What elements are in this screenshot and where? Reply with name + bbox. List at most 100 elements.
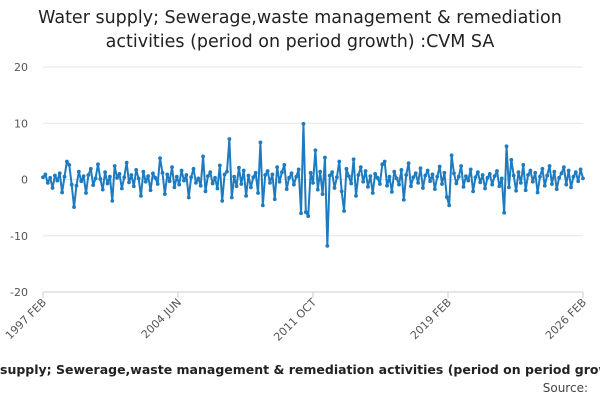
- data-point[interactable]: [349, 181, 354, 186]
- data-point[interactable]: [437, 164, 442, 169]
- data-point[interactable]: [93, 176, 98, 181]
- data-point[interactable]: [60, 190, 65, 195]
- data-point[interactable]: [334, 175, 339, 180]
- data-point[interactable]: [248, 185, 253, 190]
- data-point[interactable]: [112, 164, 117, 168]
- data-point[interactable]: [229, 195, 234, 200]
- data-point[interactable]: [167, 179, 172, 184]
- data-point[interactable]: [96, 162, 100, 167]
- data-point[interactable]: [406, 161, 411, 166]
- data-point[interactable]: [234, 184, 239, 189]
- data-point[interactable]: [330, 170, 335, 175]
- data-point[interactable]: [492, 174, 497, 179]
- data-point[interactable]: [413, 171, 418, 176]
- data-point[interactable]: [533, 170, 538, 175]
- data-point[interactable]: [158, 156, 162, 161]
- data-point[interactable]: [146, 174, 151, 179]
- data-point[interactable]: [143, 179, 148, 184]
- data-point[interactable]: [227, 137, 232, 141]
- data-point[interactable]: [315, 187, 320, 192]
- data-point[interactable]: [569, 185, 573, 190]
- data-point[interactable]: [475, 170, 480, 175]
- data-point[interactable]: [284, 187, 289, 191]
- data-point[interactable]: [428, 179, 432, 184]
- data-point[interactable]: [518, 180, 523, 185]
- data-point[interactable]: [559, 171, 564, 176]
- data-point[interactable]: [332, 186, 337, 190]
- data-point[interactable]: [289, 171, 294, 176]
- data-point[interactable]: [191, 166, 196, 171]
- data-point[interactable]: [237, 165, 241, 170]
- data-point[interactable]: [155, 182, 160, 186]
- data-point[interactable]: [578, 167, 583, 172]
- data-point[interactable]: [263, 173, 268, 177]
- data-point[interactable]: [244, 193, 248, 198]
- data-point[interactable]: [370, 191, 375, 195]
- data-point[interactable]: [151, 171, 155, 176]
- data-point[interactable]: [232, 174, 237, 179]
- data-point[interactable]: [208, 170, 213, 175]
- data-point[interactable]: [440, 182, 444, 186]
- data-point[interactable]: [368, 174, 373, 179]
- data-point[interactable]: [69, 182, 74, 187]
- data-point[interactable]: [88, 166, 93, 171]
- data-point[interactable]: [363, 169, 368, 173]
- data-point[interactable]: [442, 170, 447, 175]
- data-point[interactable]: [375, 175, 380, 180]
- data-point[interactable]: [139, 193, 143, 198]
- data-point[interactable]: [222, 172, 227, 177]
- data-point[interactable]: [217, 163, 222, 168]
- data-point[interactable]: [447, 203, 452, 208]
- data-point[interactable]: [538, 174, 542, 179]
- data-point[interactable]: [280, 170, 284, 175]
- data-point[interactable]: [394, 176, 399, 181]
- data-point[interactable]: [530, 179, 535, 184]
- data-point[interactable]: [471, 189, 475, 194]
- data-point[interactable]: [220, 198, 225, 203]
- data-point[interactable]: [100, 187, 105, 192]
- data-point[interactable]: [382, 159, 387, 164]
- data-point[interactable]: [380, 162, 385, 167]
- data-point[interactable]: [210, 181, 215, 186]
- data-point[interactable]: [550, 182, 554, 186]
- data-point[interactable]: [76, 169, 81, 174]
- data-point[interactable]: [108, 174, 112, 179]
- data-point[interactable]: [561, 165, 566, 170]
- data-point[interactable]: [416, 180, 421, 185]
- data-point[interactable]: [186, 195, 191, 200]
- data-point[interactable]: [177, 182, 182, 187]
- data-point[interactable]: [241, 168, 246, 173]
- data-point[interactable]: [308, 170, 313, 175]
- data-point[interactable]: [260, 203, 265, 208]
- data-point[interactable]: [268, 180, 272, 185]
- data-point[interactable]: [299, 211, 303, 216]
- data-point[interactable]: [272, 197, 277, 202]
- data-point[interactable]: [172, 185, 177, 190]
- data-point[interactable]: [45, 180, 50, 185]
- data-point[interactable]: [425, 168, 430, 173]
- data-point[interactable]: [124, 160, 129, 165]
- data-point[interactable]: [485, 175, 490, 180]
- data-point[interactable]: [361, 179, 366, 184]
- data-point[interactable]: [115, 175, 119, 180]
- data-point[interactable]: [213, 175, 217, 180]
- data-point[interactable]: [411, 175, 416, 180]
- data-point[interactable]: [435, 174, 440, 179]
- data-point[interactable]: [74, 183, 79, 188]
- data-point[interactable]: [179, 168, 184, 173]
- data-point[interactable]: [421, 186, 425, 190]
- data-point[interactable]: [389, 189, 394, 194]
- data-point[interactable]: [62, 174, 67, 179]
- data-point[interactable]: [270, 172, 275, 177]
- data-point[interactable]: [41, 175, 45, 180]
- data-point[interactable]: [495, 169, 499, 173]
- data-point[interactable]: [57, 171, 62, 176]
- data-point[interactable]: [282, 162, 287, 167]
- data-point[interactable]: [165, 172, 170, 177]
- data-point[interactable]: [454, 181, 459, 186]
- data-point[interactable]: [552, 169, 557, 174]
- data-point[interactable]: [198, 183, 203, 188]
- data-point[interactable]: [303, 210, 308, 215]
- data-point[interactable]: [215, 186, 220, 191]
- data-point[interactable]: [351, 157, 356, 162]
